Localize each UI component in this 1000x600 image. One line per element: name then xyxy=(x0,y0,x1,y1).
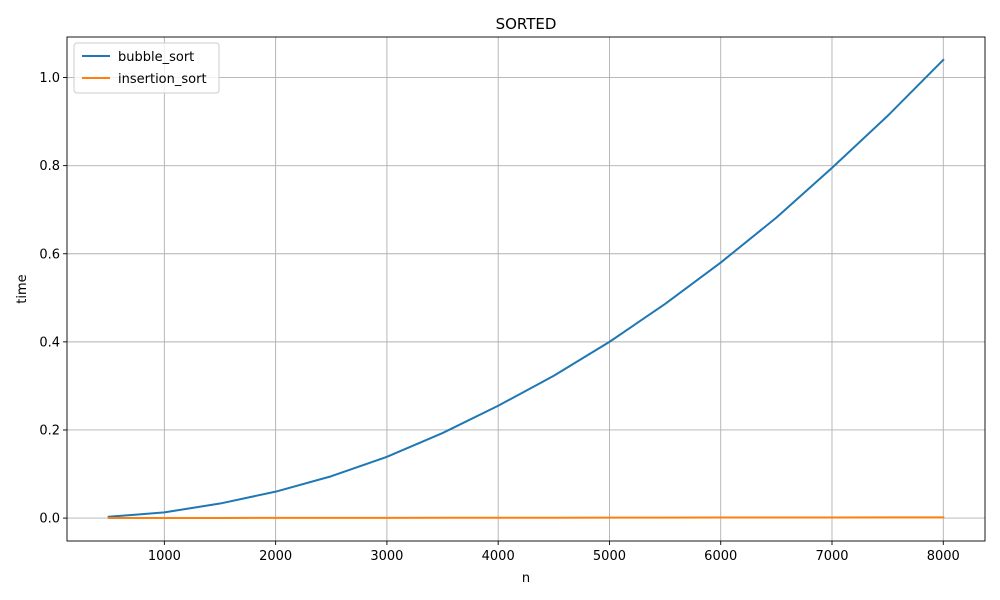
x-axis-label: n xyxy=(522,571,530,586)
y-tick-label: 0.6 xyxy=(39,247,60,262)
y-tick-label: 0.2 xyxy=(39,423,60,438)
chart-title: SORTED xyxy=(496,15,557,33)
x-tick-label: 5000 xyxy=(593,549,626,564)
y-tick-label: 0.8 xyxy=(39,159,60,174)
y-tick-label: 0.0 xyxy=(39,512,60,527)
y-tick-label: 1.0 xyxy=(39,71,60,86)
y-axis-ticks: 0.0 0.2 0.4 0.6 0.8 1.0 xyxy=(39,71,67,527)
x-tick-label: 3000 xyxy=(370,549,403,564)
legend: bubble_sort insertion_sort xyxy=(73,42,220,94)
plot-lines xyxy=(107,58,945,520)
y-tick-label: 0.4 xyxy=(39,335,60,350)
grid xyxy=(67,37,985,541)
legend-label-bubble-sort: bubble_sort xyxy=(118,50,194,65)
x-tick-label: 2000 xyxy=(259,549,292,564)
axes-frame xyxy=(66,36,986,542)
legend-box xyxy=(73,42,220,94)
x-axis-ticks: 1000 2000 3000 4000 5000 6000 7000 8000 xyxy=(148,541,960,564)
series-line-bubble-sort xyxy=(107,58,945,518)
x-tick-label: 6000 xyxy=(704,549,737,564)
x-tick-label: 8000 xyxy=(927,549,960,564)
x-tick-label: 7000 xyxy=(815,549,848,564)
legend-label-insertion-sort: insertion_sort xyxy=(118,72,207,87)
y-axis-label: time xyxy=(15,274,30,303)
x-tick-label: 1000 xyxy=(148,549,181,564)
series-line-insertion-sort xyxy=(107,516,945,520)
x-tick-label: 4000 xyxy=(482,549,515,564)
